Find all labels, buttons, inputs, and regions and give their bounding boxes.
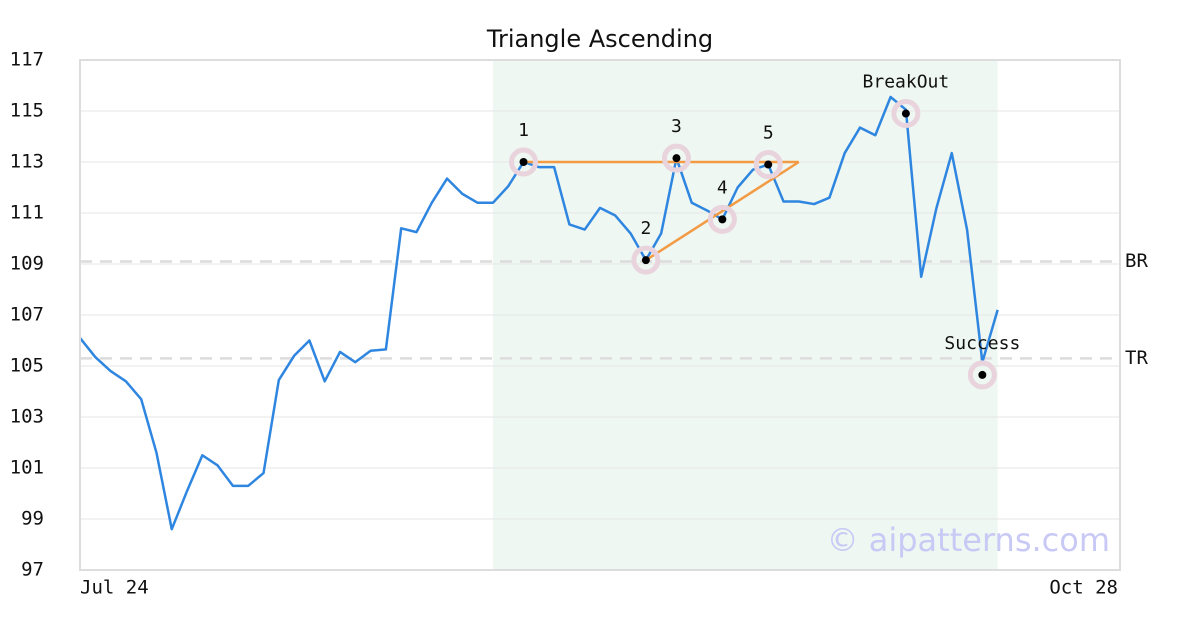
pattern-halo bbox=[631, 245, 661, 275]
pattern-label: 4 bbox=[717, 177, 728, 198]
triangle-line bbox=[645, 160, 800, 262]
pattern-point bbox=[672, 154, 681, 163]
pattern-point bbox=[764, 160, 773, 169]
pattern-label: 5 bbox=[763, 123, 774, 144]
reference-label: BR bbox=[1125, 250, 1148, 272]
pattern-point bbox=[718, 215, 727, 224]
y-tick-label: 103 bbox=[10, 406, 44, 428]
y-tick-label: 109 bbox=[10, 253, 44, 275]
pattern-point bbox=[901, 109, 910, 118]
y-tick-label: 101 bbox=[10, 457, 44, 479]
y-tick-label: 117 bbox=[10, 49, 44, 71]
pattern-label: 2 bbox=[640, 218, 651, 239]
pattern-label: 3 bbox=[671, 116, 682, 137]
pattern-point bbox=[978, 370, 987, 379]
y-tick-label: 113 bbox=[10, 151, 44, 173]
price-line bbox=[79, 95, 999, 531]
y-tick-label: 111 bbox=[10, 202, 44, 224]
x-tick-label: Oct 28 bbox=[1049, 577, 1118, 599]
pattern-point bbox=[519, 158, 528, 166]
pattern-halo bbox=[707, 204, 737, 234]
y-tick-label: 97 bbox=[21, 559, 44, 581]
y-tick-label: 115 bbox=[10, 100, 44, 122]
pattern-halo bbox=[661, 143, 691, 173]
pattern-label: 1 bbox=[518, 120, 529, 141]
pattern-halo bbox=[891, 99, 921, 129]
pattern-halo bbox=[967, 360, 997, 390]
x-tick-label: Jul 24 bbox=[80, 577, 149, 599]
pattern-halo bbox=[753, 150, 783, 180]
y-tick-label: 99 bbox=[21, 508, 44, 530]
pattern-point bbox=[641, 256, 650, 265]
reference-label: TR bbox=[1125, 347, 1148, 369]
y-tick-label: 107 bbox=[10, 304, 44, 326]
pattern-halo bbox=[509, 147, 539, 177]
pattern-label: BreakOut bbox=[863, 72, 950, 93]
chart-title: Triangle Ascending bbox=[486, 25, 713, 53]
y-tick-label: 105 bbox=[10, 355, 44, 377]
pattern-label: Success bbox=[944, 333, 1020, 354]
watermark: © aipatterns.com bbox=[827, 521, 1110, 559]
plot-frame bbox=[79, 59, 1121, 571]
